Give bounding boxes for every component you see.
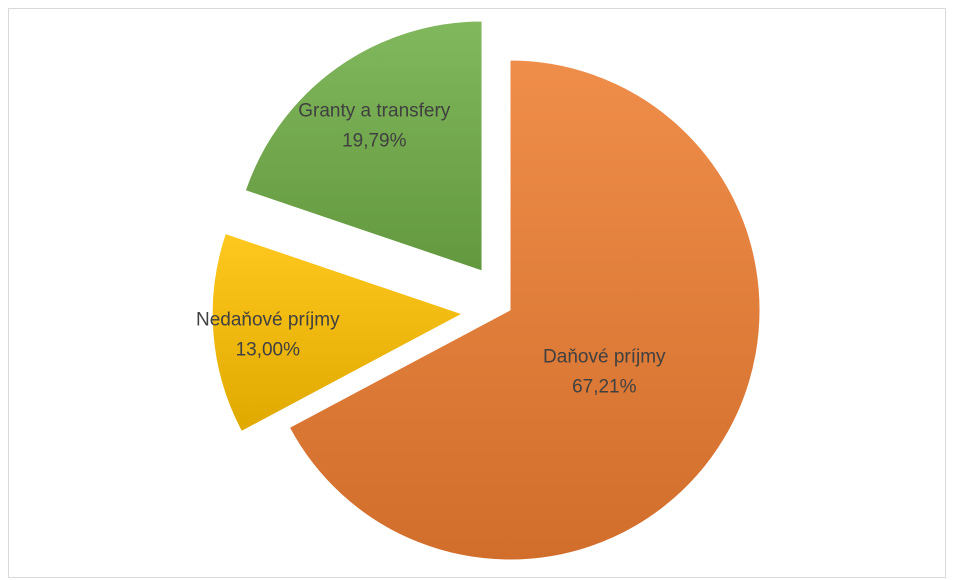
slice-label-nedanove-prijmy: Nedaňové príjmy 13,00% (196, 310, 340, 361)
slice-label-granty-a-transfery: Granty a transfery 19,79% (298, 101, 451, 152)
slice-category-name: Granty a transfery (298, 101, 451, 122)
slice-category-name: Daňové príjmy (543, 347, 666, 368)
slice-percent-value: 13,00% (236, 340, 301, 361)
pie-slice-danove-prijmy (288, 59, 761, 561)
slice-percent-value: 19,79% (342, 131, 407, 152)
pie-slice-nedanove-prijmy (211, 232, 464, 433)
slice-label-danove-prijmy: Daňové príjmy 67,21% (543, 347, 666, 398)
slice-percent-value: 67,21% (572, 377, 637, 398)
slice-category-name: Nedaňové príjmy (196, 310, 340, 331)
pie-slice-granty-a-transfery (244, 20, 483, 272)
